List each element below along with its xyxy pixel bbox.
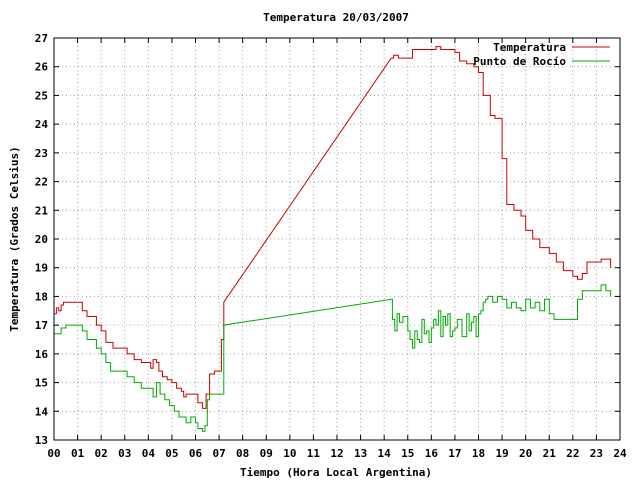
y-tick-label: 22 [35, 176, 48, 189]
x-tick-label: 05 [165, 447, 178, 460]
x-tick-label: 19 [495, 447, 508, 460]
y-tick-label: 20 [35, 233, 48, 246]
legend-label: Temperatura [493, 41, 566, 54]
x-tick-label: 17 [448, 447, 461, 460]
x-tick-label: 01 [71, 447, 85, 460]
x-tick-label: 20 [519, 447, 532, 460]
series-line-punto-de-rocio [54, 284, 612, 432]
chart-title: Temperatura 20/03/2007 [263, 11, 409, 24]
y-tick-label: 23 [35, 147, 48, 160]
y-tick-label: 26 [35, 61, 49, 74]
x-tick-label: 10 [283, 447, 296, 460]
x-tick-label: 21 [543, 447, 557, 460]
legend-label: Punto de Rocío [473, 55, 566, 68]
x-tick-label: 08 [236, 447, 249, 460]
x-tick-label: 11 [307, 447, 321, 460]
y-tick-label: 24 [35, 118, 49, 131]
x-tick-label: 02 [95, 447, 108, 460]
x-tick-label: 09 [260, 447, 273, 460]
y-tick-label: 16 [35, 348, 49, 361]
x-tick-label: 04 [142, 447, 156, 460]
y-tick-label: 17 [35, 319, 48, 332]
x-tick-label: 14 [378, 447, 392, 460]
x-tick-label: 12 [330, 447, 343, 460]
x-tick-label: 15 [401, 447, 414, 460]
y-tick-label: 15 [35, 377, 48, 390]
x-tick-label: 23 [590, 447, 603, 460]
x-tick-label: 03 [118, 447, 131, 460]
x-tick-label: 07 [212, 447, 225, 460]
y-tick-label: 14 [35, 405, 49, 418]
axes: 00 01 02 03 04 05 06 07 08 09 10 11 12 13 14 15 16 17 18 19… [35, 32, 627, 460]
x-tick-label: 16 [425, 447, 439, 460]
y-tick-label: 25 [35, 89, 48, 102]
grid [54, 38, 620, 440]
y-axis-label: Temperatura (Grados Celsius) [8, 146, 21, 331]
y-tick-label: 13 [35, 434, 48, 447]
x-tick-label: 18 [472, 447, 485, 460]
x-tick-label: 06 [189, 447, 203, 460]
x-tick-label: 22 [566, 447, 579, 460]
y-tick-label: 27 [35, 32, 48, 45]
x-tick-label: 24 [613, 447, 627, 460]
plot-area [54, 46, 612, 432]
x-axis-label: Tiempo (Hora Local Argentina) [240, 466, 432, 479]
x-tick-label: 00 [47, 447, 60, 460]
y-tick-label: 19 [35, 262, 48, 275]
series-line-temperatura [54, 46, 612, 409]
y-tick-label: 21 [35, 204, 49, 217]
y-tick-label: 18 [35, 290, 48, 303]
x-tick-label: 13 [354, 447, 367, 460]
